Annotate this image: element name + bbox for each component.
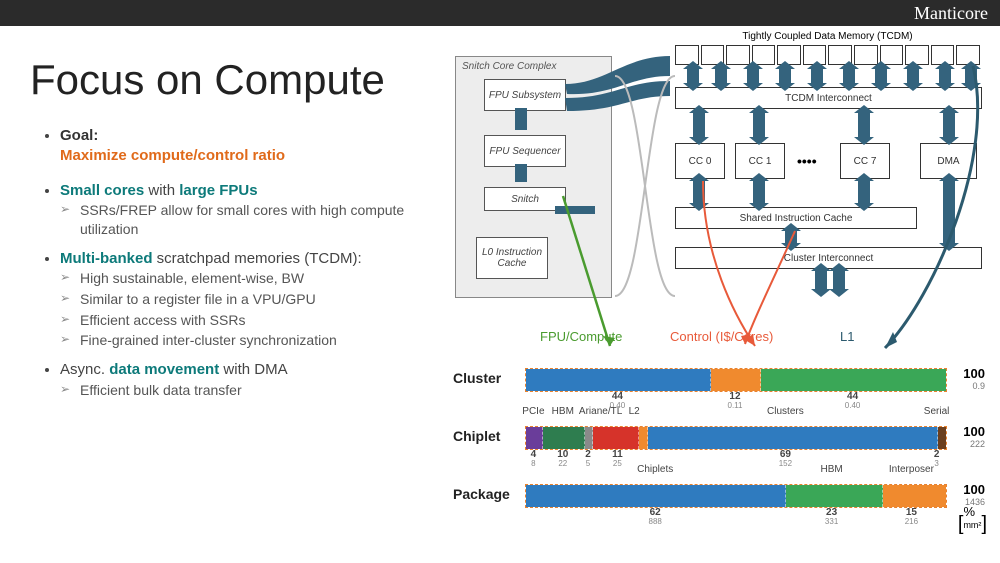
architecture-diagram: Snitch Core Complex FPU Subsystem FPU Se… [455,36,985,326]
bullet-list: Goal: Maximize compute/control ratio Sma… [40,126,440,409]
segment-top-label: Ariane/TL [579,407,622,417]
box-fpu-sequencer: FPU Sequencer [484,135,566,167]
segment-top-label: Clusters [767,407,804,417]
bar-package [525,484,947,508]
bar-segment [786,485,883,507]
sub-hs: High sustainable, element-wise, BW [80,269,440,288]
box-fpu-subsystem: FPU Subsystem [484,79,566,111]
bar-segment [526,485,786,507]
bar-segment [761,369,946,391]
total-chiplet: 100222 [963,424,985,449]
tcdm-label: Tightly Coupled Data Memory (TCDM) [675,31,980,42]
bullet-multi-banked: Multi-banked scratchpad memories (TCDM):… [60,249,440,351]
bullet-small-cores: Small cores with large FPUs SSRs/FREP al… [60,181,440,239]
legend-fpu: FPU/Compute [540,329,622,344]
box-snitch: Snitch [484,187,566,211]
segment-top-label: HBM [820,465,842,475]
bar-row-chiplet: PCIeHBMAriane/TLL2ClustersSerial Chiplet… [455,404,985,462]
bar-row-package: ChipletsHBMInterposer Package 1001436 62… [455,462,985,520]
sub-reg: Similar to a register file in a VPU/GPU [80,290,440,309]
legend-control: Control (I$/Cores) [670,329,773,344]
segment-top-label: Chiplets [637,465,673,475]
segment-bottom-label: 15216 [905,508,918,526]
box-l0-cache: L0 Instruction Cache [476,237,548,279]
segment-top-label: L2 [629,407,640,417]
bar-segment [526,369,711,391]
legend-l1: L1 [840,329,854,344]
brand: Manticore [914,3,988,23]
bar-cluster [525,368,947,392]
bar-segment [938,427,946,449]
sub-sync: Fine-grained inter-cluster synchronizati… [80,331,440,350]
bar-segment [593,427,639,449]
segment-top-label: Serial [924,407,950,417]
bullet-goal: Goal: Maximize compute/control ratio [60,126,440,167]
segment-bottom-label: 23331 [825,508,838,526]
bar-segment [639,427,647,449]
bullet-async: Async. data movement with DMA Efficient … [60,360,440,399]
cluster-diagram: Tightly Coupled Data Memory (TCDM) TCDM … [675,41,980,301]
topbar: Manticore [0,0,1000,26]
segment-top-label: HBM [552,407,574,417]
slide-title: Focus on Compute [30,56,385,104]
bar-segment [585,427,593,449]
bar-segment [711,369,761,391]
sub-eff: Efficient access with SSRs [80,311,440,330]
slide: Focus on Compute Goal: Maximize compute/… [0,26,1000,563]
bar-segment [883,485,946,507]
segment-bottom-label: 62888 [649,508,662,526]
bar-segment [543,427,585,449]
bar-row-cluster: Cluster 1000.9 440.40120.11440.40 [455,346,985,404]
unit-label: [%mm²] [958,506,987,534]
segment-top-label: Interposer [889,465,934,475]
segment-top-label: PCIe [522,407,544,417]
total-cluster: 1000.9 [963,366,985,391]
snitch-core-complex: Snitch Core Complex FPU Subsystem FPU Se… [455,56,612,298]
sub-bulk: Efficient bulk data transfer [80,381,440,400]
bar-chiplet [525,426,947,450]
sub-ssr: SSRs/FREP allow for small cores with hig… [80,201,440,239]
bar-segment [648,427,938,449]
dots-icon: •••• [797,153,817,169]
bar-charts: Cluster 1000.9 440.40120.11440.40 PCIe HB… [455,346,985,520]
bar-segment [526,427,543,449]
